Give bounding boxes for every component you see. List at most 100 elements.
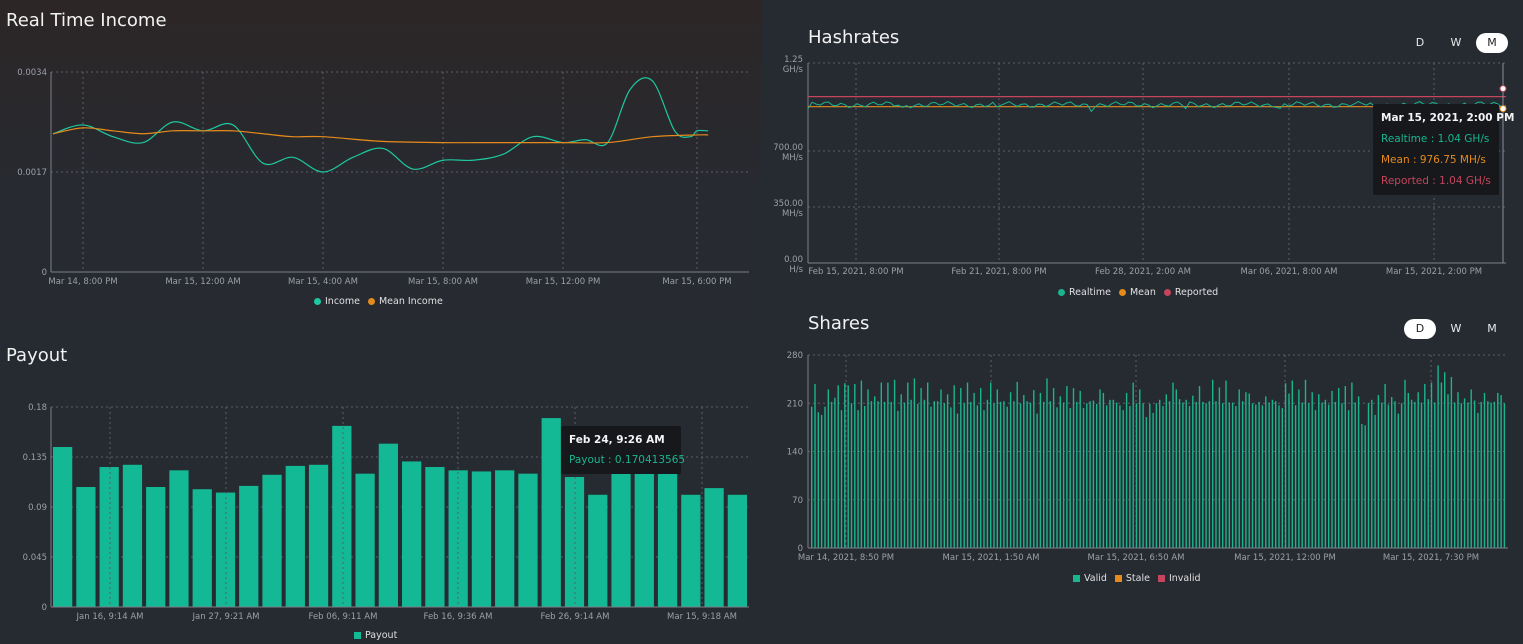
shares-valid-bar (910, 399, 912, 548)
shares-valid-bar (917, 403, 919, 548)
shares-valid-bar (1454, 402, 1456, 548)
shares-valid-bar (1493, 401, 1496, 548)
mean-marker (1499, 105, 1507, 113)
hashrates-xtick: Feb 15, 2021, 8:00 PM (808, 267, 903, 277)
shares-valid-bar (830, 401, 833, 548)
hashrates-tooltip: Mar 15, 2021, 2:00 PM Realtime : 1.04 GH… (1373, 104, 1514, 195)
shares-valid-bar (864, 406, 866, 548)
shares-xtick: Mar 14, 2021, 8:50 PM (798, 553, 894, 563)
shares-valid-bar (943, 403, 945, 548)
shares-chart[interactable]: 0 70 140 210 280 Mar 14, 2021, 8:50 PM Mar 15,… (761, 305, 1523, 570)
legend-item-mean[interactable]: Mean (1118, 287, 1156, 298)
shares-valid-bar (1477, 412, 1479, 548)
shares-valid-bar (1450, 377, 1453, 548)
shares-valid-bar (870, 401, 873, 548)
legend-item-reported[interactable]: Reported (1163, 287, 1218, 298)
legend-item-stale[interactable]: Stale (1114, 573, 1150, 584)
shares-valid-bar (980, 388, 982, 548)
shares-title: Shares (808, 313, 870, 334)
hashrates-range-week-button[interactable]: W (1450, 36, 1462, 49)
shares-valid-bar (1155, 403, 1158, 548)
shares-valid-bar (1033, 390, 1035, 548)
shares-valid-bar (1016, 381, 1018, 548)
shares-valid-bar (1013, 401, 1015, 548)
shares-valid-bar (883, 401, 886, 548)
shares-valid-bar (1066, 386, 1068, 548)
shares-valid-bar (890, 401, 892, 548)
payout-ytick: 0.135 (23, 453, 47, 463)
shares-valid-bar (1082, 408, 1085, 548)
legend-label: Invalid (1168, 573, 1201, 584)
shares-range-day-button[interactable]: D (1404, 319, 1436, 339)
legend-dot-icon (1163, 289, 1171, 296)
legend-item-valid[interactable]: Valid (1073, 573, 1107, 584)
shares-valid-bar (1294, 405, 1297, 548)
legend-item-payout[interactable]: Payout (354, 630, 397, 641)
payout-bar (308, 464, 329, 607)
legend-item-income[interactable]: Income (314, 296, 360, 307)
hashrates-range-day-button[interactable]: D (1415, 36, 1425, 49)
payout-chart[interactable]: 0 0.045 0.09 0.135 0.18 Jan 16, 9:14 AM Jan 27… (0, 330, 761, 630)
shares-valid-bar (837, 385, 839, 548)
hashrates-range-month-button[interactable]: M (1476, 33, 1508, 53)
income-xtick: Mar 15, 12:00 PM (526, 277, 601, 287)
shares-valid-bar (1324, 399, 1327, 548)
payout-xtick: Feb 26, 9:14 AM (541, 612, 610, 622)
payout-bar (681, 494, 701, 607)
legend-square-icon (1114, 575, 1122, 582)
legend-dot-icon (314, 298, 321, 305)
payout-bar (425, 467, 445, 607)
shares-valid-bar (973, 392, 975, 548)
shares-valid-bar (1500, 394, 1502, 548)
payout-bar (495, 470, 515, 607)
shares-valid-bar (827, 389, 829, 548)
shares-valid-bar (1162, 406, 1164, 548)
shares-valid-bar (844, 383, 846, 548)
payout-xtick: Jan 16, 9:14 AM (76, 612, 144, 622)
shares-xtick: Mar 15, 2021, 6:50 AM (1088, 553, 1185, 563)
shares-valid-bar (983, 410, 985, 548)
income-chart[interactable]: 0 0.0017 0.0034 Mar 14, 8:00 PM Mar 15, 12:0… (0, 0, 761, 300)
shares-valid-bar (1212, 379, 1214, 548)
shares-valid-bar (1182, 402, 1184, 548)
income-panel: Real Time Income 0 0.0017 0.0034 Mar 14, 8:… (0, 0, 761, 320)
shares-valid-bar (1172, 382, 1174, 548)
shares-valid-bar (814, 383, 816, 548)
legend-label: Realtime (1069, 287, 1111, 298)
shares-valid-bar (1304, 379, 1307, 548)
shares-valid-bar (1046, 378, 1048, 548)
shares-valid-bar (1049, 401, 1051, 548)
shares-valid-bar (1328, 404, 1330, 548)
legend-square-icon (354, 632, 361, 639)
shares-valid-bar (1311, 392, 1313, 548)
legend-item-invalid[interactable]: Invalid (1157, 573, 1201, 584)
shares-valid-bar (811, 406, 813, 548)
shares-valid-bar (1341, 403, 1343, 548)
shares-valid-bar (1003, 401, 1005, 548)
tooltip-realtime: Realtime : 1.04 GH/s (1381, 133, 1490, 145)
shares-xtick: Mar 15, 2021, 12:00 PM (1234, 553, 1336, 563)
income-xtick: Mar 15, 6:00 PM (662, 277, 731, 287)
shares-valid-bar (1149, 403, 1151, 548)
shares-valid-bar (1132, 382, 1134, 548)
shares-valid-bar (1096, 403, 1098, 548)
shares-valid-bar (893, 379, 896, 548)
legend-dot-icon (1118, 289, 1126, 296)
shares-valid-bar (1039, 392, 1042, 548)
legend-item-realtime[interactable]: Realtime (1058, 287, 1111, 298)
shares-range-week-button[interactable]: W (1450, 322, 1462, 335)
hashrates-xtick: Mar 15, 2021, 2:00 PM (1386, 267, 1482, 277)
shares-valid-bar (1298, 389, 1300, 548)
shares-valid-bar (956, 413, 959, 548)
shares-valid-bar (1225, 380, 1227, 548)
payout-bar (332, 425, 352, 607)
shares-valid-bar (1271, 399, 1274, 548)
shares-range-month-button[interactable]: M (1487, 322, 1497, 335)
shares-valid-bar (1231, 402, 1234, 548)
shares-valid-bar (966, 382, 969, 548)
shares-valid-bar (1185, 399, 1187, 548)
reported-marker (1499, 85, 1507, 93)
shares-valid-bar (1357, 396, 1360, 548)
payout-bar (611, 444, 631, 607)
legend-item-mean-income[interactable]: Mean Income (367, 296, 443, 307)
